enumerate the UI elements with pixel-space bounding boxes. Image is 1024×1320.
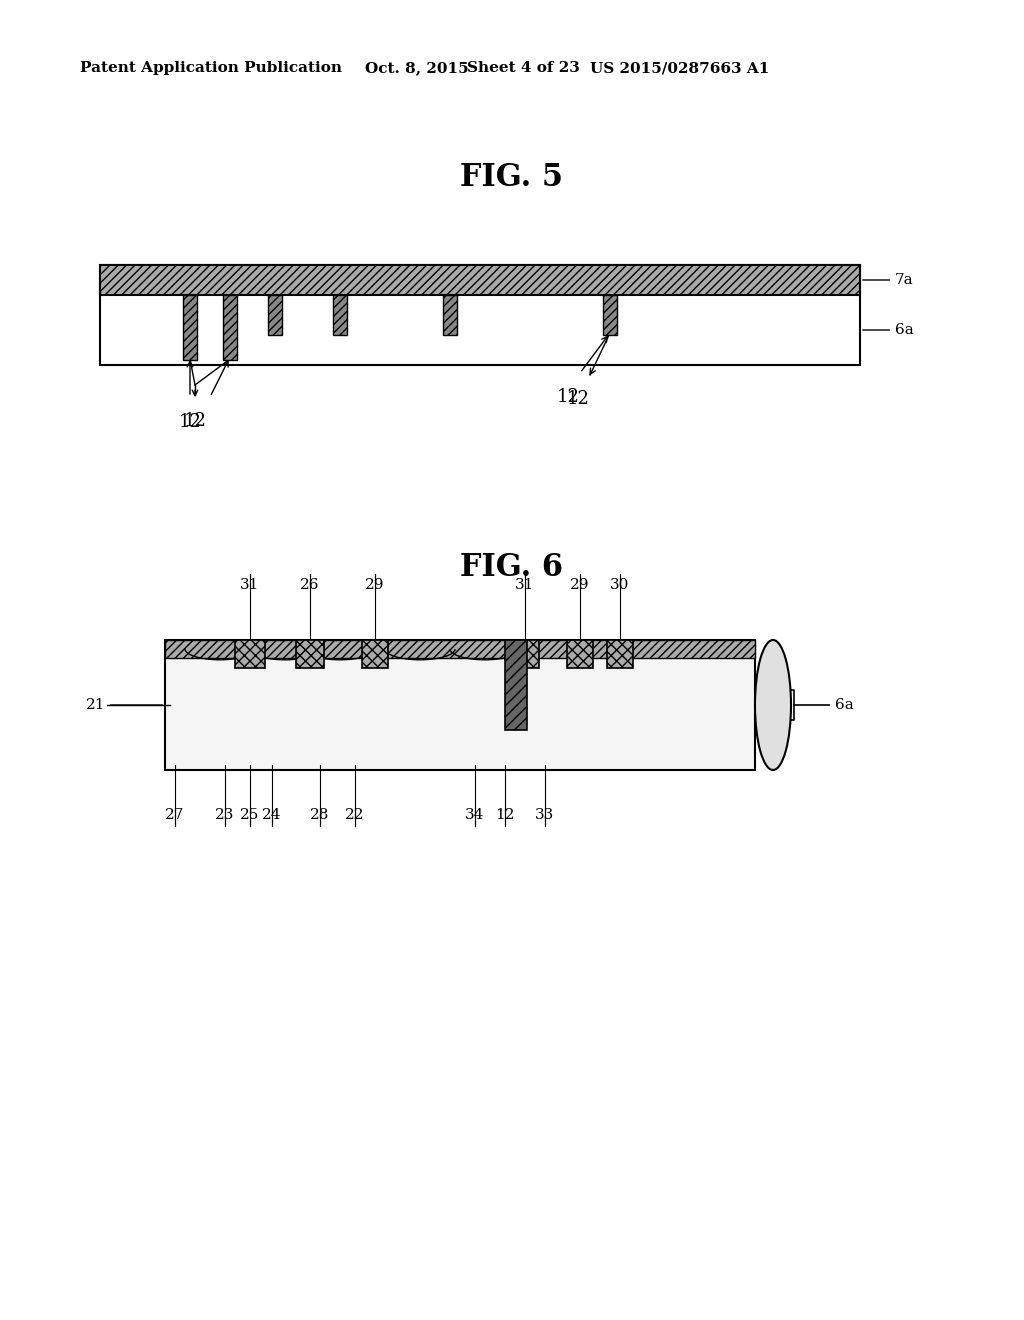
Text: 22: 22: [345, 808, 365, 822]
Bar: [165, 640, 755, 657]
Bar: [511, 640, 539, 668]
Bar: [223, 294, 237, 360]
Bar: [100, 265, 860, 294]
Text: FIG. 5: FIG. 5: [461, 162, 563, 194]
Text: 23: 23: [215, 808, 234, 822]
Bar: [234, 640, 265, 668]
Text: 12: 12: [557, 388, 580, 407]
Text: 12: 12: [178, 413, 202, 432]
Bar: [362, 640, 388, 668]
Text: 6a: 6a: [791, 690, 854, 721]
Text: 25: 25: [241, 808, 260, 822]
Bar: [505, 640, 527, 730]
Text: 12: 12: [183, 412, 207, 430]
Text: 21: 21: [85, 698, 162, 711]
Text: 34: 34: [465, 808, 484, 822]
Text: 29: 29: [570, 578, 590, 591]
Text: 7a: 7a: [863, 273, 913, 286]
Bar: [100, 265, 860, 366]
Text: 26: 26: [300, 578, 319, 591]
Text: 33: 33: [536, 808, 555, 822]
Text: 27: 27: [165, 808, 184, 822]
Bar: [607, 640, 633, 668]
Ellipse shape: [755, 640, 791, 770]
Text: 12: 12: [566, 389, 590, 408]
Text: 6a: 6a: [863, 323, 913, 337]
Bar: [443, 294, 457, 335]
Bar: [333, 294, 347, 335]
Text: 24: 24: [262, 808, 282, 822]
Text: 12: 12: [496, 808, 515, 822]
Bar: [268, 294, 282, 335]
Text: 28: 28: [310, 808, 330, 822]
Text: Patent Application Publication: Patent Application Publication: [80, 61, 342, 75]
Text: Oct. 8, 2015: Oct. 8, 2015: [365, 61, 469, 75]
Text: Sheet 4 of 23: Sheet 4 of 23: [467, 61, 580, 75]
Bar: [183, 294, 197, 360]
Bar: [165, 640, 755, 770]
Bar: [296, 640, 324, 668]
Text: 31: 31: [515, 578, 535, 591]
Text: US 2015/0287663 A1: US 2015/0287663 A1: [590, 61, 769, 75]
Text: FIG. 6: FIG. 6: [461, 553, 563, 583]
Text: 31: 31: [241, 578, 260, 591]
Bar: [603, 294, 617, 335]
Bar: [567, 640, 593, 668]
Text: 29: 29: [366, 578, 385, 591]
Text: 30: 30: [610, 578, 630, 591]
